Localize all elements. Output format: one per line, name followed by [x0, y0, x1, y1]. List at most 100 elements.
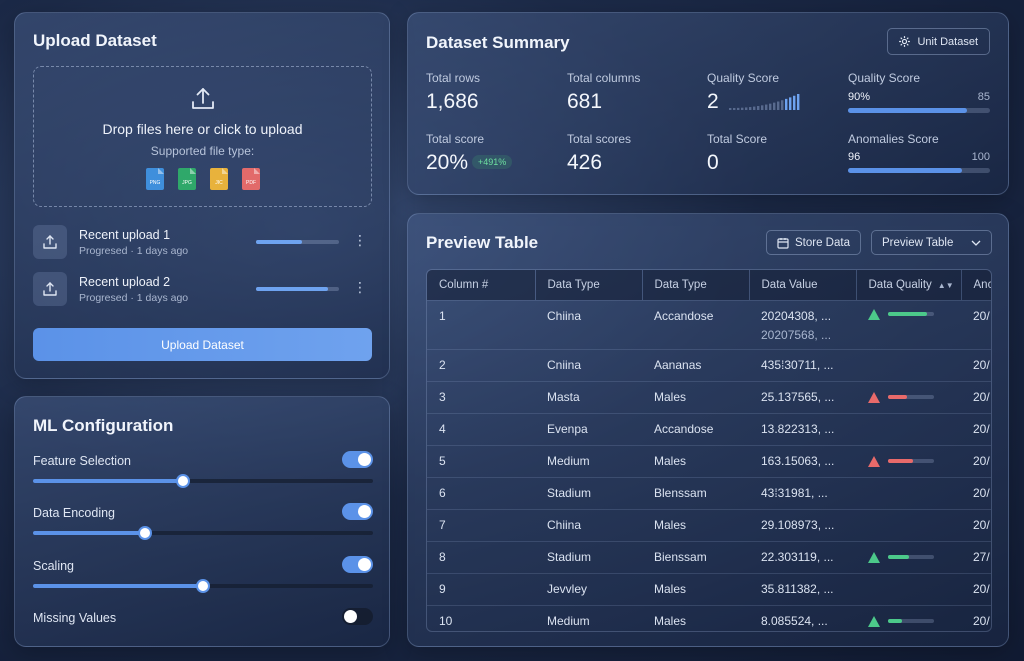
- cell-truncated: 20/: [961, 604, 991, 631]
- cell-truncated: 20/: [961, 299, 991, 349]
- cell-data-value: 163.15063, ...: [749, 444, 856, 477]
- cell-data-quality: [856, 444, 961, 477]
- cell-data-type: Males: [642, 508, 749, 541]
- column-header[interactable]: Column #: [427, 270, 536, 300]
- column-header[interactable]: Data Type: [642, 270, 750, 300]
- feature-selection-toggle[interactable]: [342, 451, 373, 468]
- cell-data-type: Aananas: [642, 348, 749, 381]
- cell-data-value: 29.108973, ...: [749, 508, 856, 541]
- table-row[interactable]: 6 Stadium Blenssam 43⁞31981, ... 20/: [427, 476, 991, 509]
- cell-data-type: Accandose: [642, 299, 749, 349]
- cell-data-value: 22.303119, ...: [749, 540, 856, 573]
- unit-dataset-button[interactable]: Unit Dataset: [887, 28, 990, 55]
- cell-data-type: Masta: [535, 380, 642, 413]
- unit-dataset-label: Unit Dataset: [917, 35, 978, 48]
- table-row[interactable]: 4 Evenpa Accandose 13.822313, ... 20/: [427, 412, 991, 445]
- preview-table[interactable]: Column # Data Type Data Type Data Value …: [426, 269, 992, 632]
- png-file-icon: PNG: [146, 168, 164, 190]
- pdf-file-icon: PDF: [242, 168, 260, 190]
- cell-data-quality: [856, 299, 961, 349]
- scaling-toggle[interactable]: [342, 556, 373, 573]
- ml-config-title: ML Configuration: [33, 416, 174, 435]
- column-header[interactable]: Data Type: [535, 270, 643, 300]
- recent-upload-subtitle: Progresed · 1 days ago: [79, 292, 189, 304]
- upload-icon: [192, 88, 214, 109]
- table-row[interactable]: 1 Chiina Accandose 20204308, ... 20207568, .…: [427, 299, 991, 349]
- cell-data-type: Medium: [535, 444, 642, 477]
- supported-file-text: Supported file type:: [150, 144, 255, 158]
- recent-upload-title: Recent upload 1: [79, 228, 171, 242]
- quality-sparkline-icon: [729, 94, 800, 110]
- cell-data-type: Accandose: [642, 412, 749, 445]
- cell-data-type: Males: [642, 604, 749, 631]
- quality-bar: [888, 555, 934, 559]
- data-encoding-slider[interactable]: [33, 526, 373, 540]
- warning-icon: [868, 551, 880, 563]
- more-options-icon[interactable]: ⋮: [353, 232, 367, 248]
- upload-title: Upload Dataset: [33, 31, 157, 50]
- cell-column-number: 6: [427, 476, 535, 509]
- table-row[interactable]: 10 Medium Males 8.085524, ... 20/: [427, 604, 991, 631]
- cell-data-quality: [856, 380, 961, 413]
- cell-column-number: 8: [427, 540, 535, 573]
- recent-upload-title: Recent upload 2: [79, 275, 171, 289]
- column-header[interactable]: Data Value: [749, 270, 857, 300]
- preview-table-select[interactable]: Preview Table: [871, 230, 992, 255]
- cell-truncated: 20/: [961, 444, 991, 477]
- cell-data-type: Males: [642, 380, 749, 413]
- table-row[interactable]: 8 Stadium Bienssam 22.303119, ... 27/: [427, 540, 991, 573]
- quality-bar: [888, 619, 934, 624]
- quality-bar: [888, 459, 934, 463]
- preview-title: Preview Table: [426, 233, 539, 252]
- stat-total-rows: Total rows 1,686: [426, 71, 481, 113]
- dropzone-text: Drop files here or click to upload: [102, 121, 303, 137]
- cell-column-number: 4: [427, 412, 535, 445]
- table-header-row: Column # Data Type Data Type Data Value …: [427, 270, 991, 300]
- scaling-slider[interactable]: [33, 579, 373, 593]
- store-data-button[interactable]: Store Data: [766, 230, 861, 255]
- stat-quality-score: Quality Score 2: [707, 71, 817, 114]
- cell-data-type: Bienssam: [642, 540, 749, 573]
- table-row[interactable]: 3 Masta Males 25.137565, ... 20/: [427, 380, 991, 413]
- cell-data-type: Chiina: [535, 508, 642, 541]
- chevron-down-icon: [971, 240, 981, 246]
- cell-data-value: 20204308, ... 20207568, ...: [749, 299, 856, 349]
- upload-dropzone[interactable]: Drop files here or click to upload Suppo…: [33, 66, 372, 207]
- cell-truncated: 20/: [961, 476, 991, 509]
- recent-upload-progress: [256, 287, 339, 291]
- cell-truncated: 20/: [961, 380, 991, 413]
- data-encoding-toggle[interactable]: [342, 503, 373, 520]
- store-data-label: Store Data: [795, 236, 850, 249]
- column-header[interactable]: Anc: [961, 270, 991, 300]
- upload-dataset-button[interactable]: Upload Dataset: [33, 328, 372, 361]
- table-row[interactable]: 2 Cniina Aananas 435⁞30711, ... 20/: [427, 348, 991, 381]
- cell-data-type: Males: [642, 572, 749, 605]
- stat-total-scores: Total scores 426: [567, 132, 632, 174]
- feature-selection-label: Feature Selection: [33, 454, 131, 468]
- table-row[interactable]: 7 Chiina Males 29.108973, ... 20/: [427, 508, 991, 541]
- cell-truncated: 27/: [961, 540, 991, 573]
- column-header-quality[interactable]: Data Quality ▲▼: [856, 270, 962, 300]
- cell-data-quality: [856, 476, 961, 509]
- recent-upload-item[interactable]: Recent upload 1 Progresed · 1 days ago ⋮: [33, 225, 373, 261]
- more-options-icon[interactable]: ⋮: [353, 279, 367, 295]
- warning-icon: [868, 455, 880, 467]
- table-row[interactable]: 9 Jevvley Males 35.811382, ... 20/: [427, 572, 991, 605]
- quality-bar: [888, 395, 934, 399]
- summary-title: Dataset Summary: [426, 33, 570, 52]
- stat-total-score-2: Total Score 0: [707, 132, 768, 174]
- gear-icon: [899, 36, 911, 47]
- growth-badge: +491%: [472, 155, 513, 169]
- cell-data-quality: [856, 572, 961, 605]
- feature-selection-slider[interactable]: [33, 474, 373, 488]
- cell-truncated: 20/: [961, 412, 991, 445]
- missing-values-toggle[interactable]: [342, 608, 373, 625]
- upload-dataset-card: Upload Dataset Drop files here or click …: [14, 12, 390, 379]
- cell-data-type: Males: [642, 444, 749, 477]
- recent-upload-progress: [256, 240, 339, 244]
- table-row[interactable]: 5 Medium Males 163.15063, ... 20/: [427, 444, 991, 477]
- recent-upload-item[interactable]: Recent upload 2 Progresed · 1 days ago ⋮: [33, 272, 373, 308]
- cell-data-value: 35.811382, ...: [749, 572, 856, 605]
- preview-table-card: Preview Table Store Data Preview Table C…: [407, 213, 1009, 647]
- cell-truncated: 20/: [961, 572, 991, 605]
